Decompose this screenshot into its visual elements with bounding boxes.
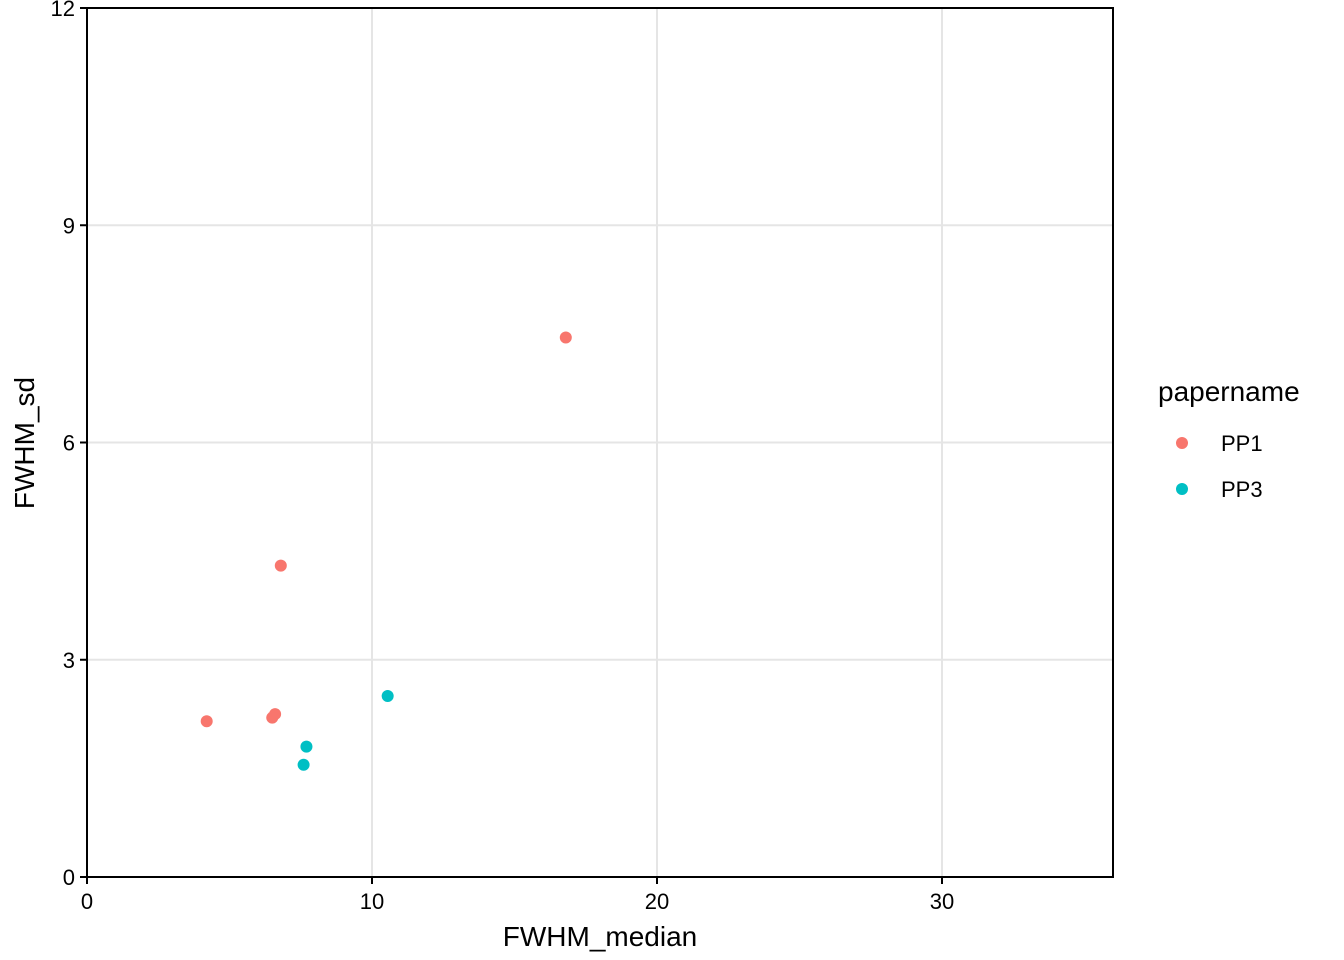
y-tick-label: 3 [63, 648, 75, 673]
data-point-pp3 [381, 689, 394, 702]
x-tick-label: 10 [360, 889, 384, 914]
data-point-pp1 [269, 708, 282, 721]
legend: papername PP1 PP3 [1158, 376, 1300, 502]
x-tick-label: 0 [81, 889, 93, 914]
x-tick-label: 20 [645, 889, 669, 914]
legend-label-pp1: PP1 [1221, 431, 1263, 456]
y-tick-label: 12 [51, 0, 75, 21]
data-point-pp1 [274, 559, 287, 572]
axis-ticks: 0 10 20 30 0 3 6 9 12 [51, 0, 955, 914]
legend-title: papername [1158, 376, 1300, 407]
data-points [200, 331, 572, 771]
legend-key-pp3 [1176, 483, 1188, 495]
data-point-pp1 [559, 331, 572, 344]
x-axis-title: FWHM_median [503, 921, 697, 952]
data-point-pp3 [297, 758, 310, 771]
legend-label-pp3: PP3 [1221, 477, 1263, 502]
y-axis-title: FWHM_sd [9, 377, 40, 509]
y-tick-label: 6 [63, 431, 75, 456]
data-point-pp3 [300, 740, 313, 753]
data-point-pp1 [200, 715, 213, 728]
y-tick-label: 0 [63, 865, 75, 890]
legend-key-pp1 [1176, 437, 1188, 449]
y-tick-label: 9 [63, 213, 75, 238]
x-tick-label: 30 [930, 889, 954, 914]
